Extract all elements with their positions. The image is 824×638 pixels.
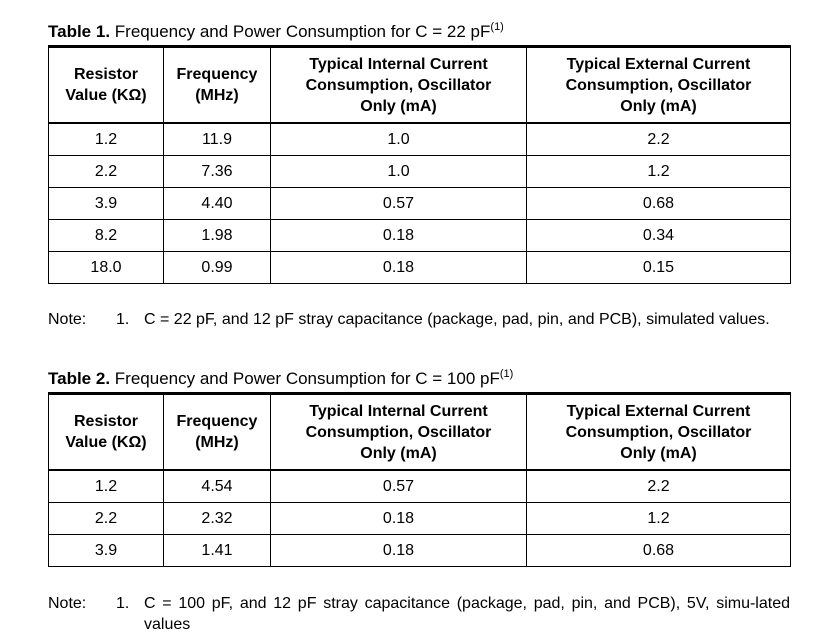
cell-frequency: 4.40: [163, 187, 271, 220]
cell-internal-current: 0.57: [270, 470, 527, 503]
header-frequency: Frequency (MHz): [163, 46, 271, 124]
table-1-caption: Table 1. Frequency and Power Consumption…: [48, 19, 790, 45]
cell-internal-current: 0.18: [270, 219, 527, 252]
cell-external-current: 1.2: [526, 502, 791, 535]
cell-frequency: 7.36: [163, 155, 271, 188]
header-frequency: Frequency (MHz): [163, 393, 271, 471]
cell-internal-current: 0.18: [270, 502, 527, 535]
table-2: Table 2. Frequency and Power Consumption…: [48, 366, 791, 567]
cell-resistor: 2.2: [48, 502, 164, 535]
note-label: Note:: [48, 595, 87, 612]
cell-external-current: 0.68: [526, 187, 791, 220]
table-1-header-row: Resistor Value (KΩ) Frequency (MHz) Typi…: [48, 46, 791, 124]
cell-frequency: 0.99: [163, 251, 271, 284]
table-1-title: Frequency and Power Consumption for C = …: [114, 22, 491, 41]
table-row: 3.9 4.40 0.57 0.68: [48, 187, 791, 220]
cell-resistor: 3.9: [48, 187, 164, 220]
cell-frequency: 1.41: [163, 534, 271, 567]
header-resistor-value: Resistor Value (KΩ): [48, 46, 164, 124]
header-external-current: Typical External Current Consumption, Os…: [526, 46, 791, 124]
cell-resistor: 3.9: [48, 534, 164, 567]
note-number: 1.: [116, 595, 130, 612]
cell-frequency: 2.32: [163, 502, 271, 535]
cell-internal-current: 0.18: [270, 534, 527, 567]
table-2-header-row: Resistor Value (KΩ) Frequency (MHz) Typi…: [48, 393, 791, 471]
cell-resistor: 2.2: [48, 155, 164, 188]
cell-external-current: 1.2: [526, 155, 791, 188]
cell-resistor: 1.2: [48, 123, 164, 156]
cell-internal-current: 0.18: [270, 251, 527, 284]
table-1-note: Note: 1. C = 22 pF, and 12 pF stray capa…: [48, 309, 790, 330]
table-2-grid: Resistor Value (KΩ) Frequency (MHz) Typi…: [48, 392, 791, 567]
cell-internal-current: 1.0: [270, 123, 527, 156]
table-row: 1.2 11.9 1.0 2.2: [48, 123, 791, 156]
note-label: Note:: [48, 311, 87, 328]
cell-frequency: 4.54: [163, 470, 271, 503]
header-internal-current: Typical Internal Current Consumption, Os…: [270, 46, 527, 124]
note-number: 1.: [116, 311, 130, 328]
cell-internal-current: 1.0: [270, 155, 527, 188]
table-2-note: Note: 1. C = 100 pF, and 12 pF stray cap…: [48, 593, 790, 635]
cell-frequency: 1.98: [163, 219, 271, 252]
cell-resistor: 8.2: [48, 219, 164, 252]
note-text: C = 100 pF, and 12 pF stray capacitance …: [144, 595, 790, 633]
table-row: 1.2 4.54 0.57 2.2: [48, 470, 791, 503]
cell-internal-current: 0.57: [270, 187, 527, 220]
table-2-title: Frequency and Power Consumption for C = …: [114, 369, 500, 388]
table-1-grid: Resistor Value (KΩ) Frequency (MHz) Typi…: [48, 45, 791, 284]
table-row: 2.2 2.32 0.18 1.2: [48, 502, 791, 535]
cell-external-current: 0.68: [526, 534, 791, 567]
table-2-label: Table 2.: [48, 369, 111, 388]
table-1: Table 1. Frequency and Power Consumption…: [48, 19, 791, 284]
cell-frequency: 11.9: [163, 123, 271, 156]
cell-external-current: 2.2: [526, 470, 791, 503]
cell-external-current: 0.15: [526, 251, 791, 284]
table-row: 2.2 7.36 1.0 1.2: [48, 155, 791, 188]
header-external-current: Typical External Current Consumption, Os…: [526, 393, 791, 471]
header-resistor-value: Resistor Value (KΩ): [48, 393, 164, 471]
cell-resistor: 1.2: [48, 470, 164, 503]
table-1-note-ref: (1): [490, 21, 504, 33]
table-row: 8.2 1.98 0.18 0.34: [48, 219, 791, 252]
cell-external-current: 2.2: [526, 123, 791, 156]
table-2-caption: Table 2. Frequency and Power Consumption…: [48, 366, 790, 392]
cell-external-current: 0.34: [526, 219, 791, 252]
cell-resistor: 18.0: [48, 251, 164, 284]
header-internal-current: Typical Internal Current Consumption, Os…: [270, 393, 527, 471]
note-text: C = 22 pF, and 12 pF stray capacitance (…: [144, 311, 770, 328]
table-row: 3.9 1.41 0.18 0.68: [48, 534, 791, 567]
table-row: 18.0 0.99 0.18 0.15: [48, 251, 791, 284]
table-2-note-ref: (1): [499, 368, 514, 380]
table-1-label: Table 1.: [48, 22, 111, 41]
